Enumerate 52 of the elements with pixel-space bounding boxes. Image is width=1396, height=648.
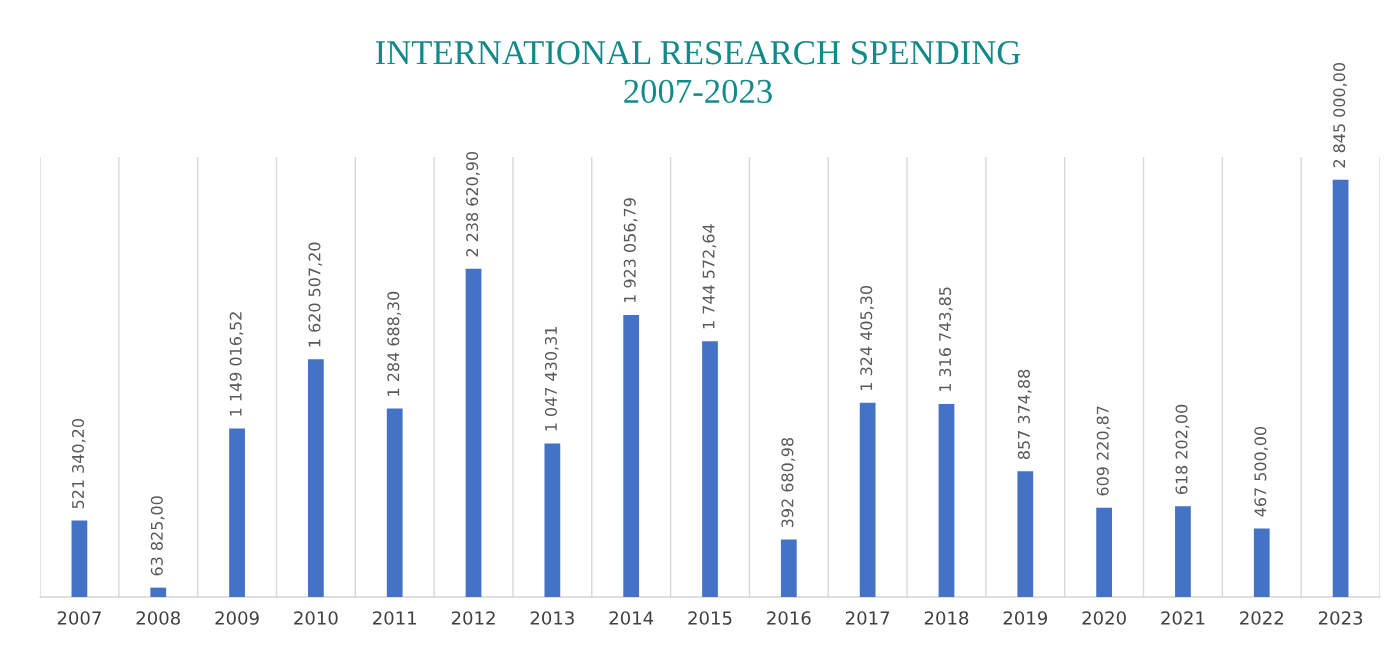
bar [1175,506,1191,597]
bar [229,428,245,597]
x-tick-label: 2017 [845,611,890,625]
x-tick-label: 2020 [1082,611,1126,625]
data-label: 467 500,00 [1254,426,1269,517]
bar [1332,179,1349,597]
x-tick-label: 2008 [136,611,180,625]
data-label: 2 845 000,00 [1333,62,1347,168]
bar [71,520,88,597]
data-label: 1 047 430,31 [544,327,559,431]
data-label: 1 284 688,30 [387,291,401,396]
data-label: 857 374,88 [1017,369,1032,460]
x-tick-label: 2018 [924,611,969,625]
bar [544,443,561,597]
bar [780,539,797,597]
x-tick-label: 2016 [767,611,811,625]
data-label: 1 324 405,30 [860,286,874,390]
x-tick-label: 2022 [1240,611,1283,625]
x-tick-label: 2011 [373,611,417,625]
data-label: 2 238 620,90 [466,151,480,257]
bar [938,403,955,597]
x-tick-label: 2013 [530,611,574,625]
bar [1017,471,1034,597]
x-tick-label: 2014 [609,611,654,625]
bar [859,402,876,597]
x-tick-label: 2019 [1003,611,1047,625]
bar [1253,528,1270,597]
data-label: 618 202,00 [1175,404,1190,495]
x-tick-label: 2015 [688,611,732,625]
data-label: 392 680,98 [781,437,796,528]
bar [308,359,324,597]
bar [386,408,403,597]
bar [623,314,640,597]
x-tick-label: 2007 [57,611,101,625]
data-label: 1 316 743,85 [939,287,953,392]
data-label: 1 744 572,64 [702,224,717,329]
x-tick-label: 2021 [1161,611,1205,625]
data-label: 1 923 056,79 [623,198,638,303]
x-tick-label: 2009 [215,611,259,625]
data-label: 1 620 507,20 [308,242,323,347]
x-tick-label: 2012 [451,611,495,625]
data-label: 63 825,00 [150,496,165,576]
x-tick-label: 2023 [1318,611,1363,625]
data-label: 1 149 016,52 [229,312,244,416]
bar [150,587,167,597]
bar [702,341,718,597]
x-tick-label: 2010 [294,611,338,625]
bar [465,268,482,597]
data-label: 609 220,87 [1096,406,1111,496]
data-label: 521 340,20 [71,419,86,509]
bar [1096,507,1112,597]
chart-title: INTERNATIONAL RESEARCH SPENDING 2007-2023 [375,41,1021,104]
